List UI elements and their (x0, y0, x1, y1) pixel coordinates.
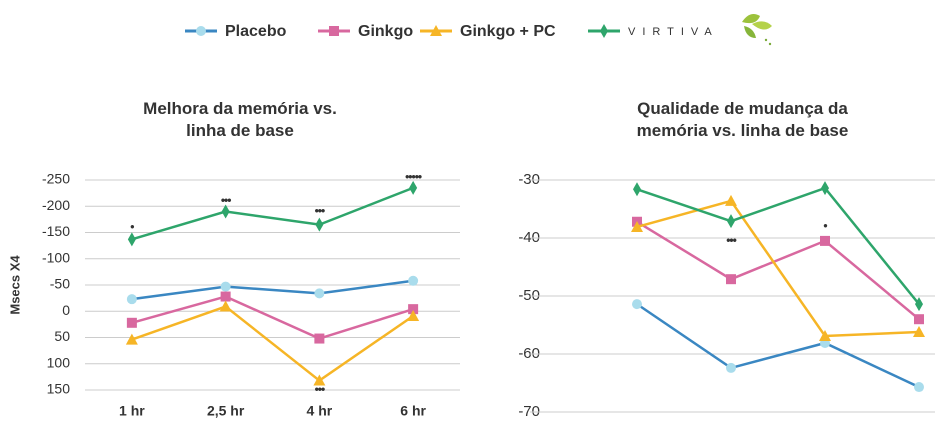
marker (313, 374, 326, 386)
legend-label: Ginkgo + PC (460, 23, 556, 40)
chart-title: Qualidade de mudança da memória vs. linh… (636, 99, 849, 140)
legend-label: Ginkgo (358, 23, 413, 40)
marker (220, 291, 231, 302)
legend-label: Placebo (225, 23, 287, 40)
marker (632, 299, 642, 310)
y-tick-label: -150 (42, 223, 70, 239)
annotation: ••• (726, 233, 736, 247)
annotation: ••••• (405, 170, 422, 184)
y-tick-label: -100 (42, 249, 70, 265)
x-tick-label: 4 hr (307, 403, 333, 419)
marker (126, 317, 137, 328)
x-tick-label: 2,5 hr (207, 403, 245, 419)
y-tick-label: 100 (47, 354, 71, 370)
chart-title: Melhora da memória vs. linha de base (143, 99, 337, 140)
marker (315, 217, 324, 232)
marker (125, 333, 138, 345)
marker (915, 297, 923, 312)
marker (819, 330, 831, 342)
marker (727, 214, 735, 229)
x-tick-label: 1 hr (119, 403, 145, 419)
series-line (636, 220, 920, 321)
y-tick-label: 0 (62, 302, 70, 318)
y-tick-label: 150 (47, 381, 71, 397)
y-tick-label: 50 (54, 328, 70, 344)
marker (820, 235, 830, 246)
annotation: • (130, 219, 134, 233)
marker (314, 288, 325, 299)
marker (725, 194, 737, 206)
y-tick-label: -250 (42, 171, 70, 187)
marker (913, 325, 925, 337)
marker (220, 281, 231, 292)
y-axis-label: Msecs X4 (7, 255, 22, 315)
series-line (131, 279, 414, 301)
marker (914, 314, 924, 325)
marker (329, 26, 339, 36)
marker (821, 181, 829, 196)
annotation: ••• (221, 193, 231, 207)
marker (407, 309, 420, 321)
y-tick-label: -40 (518, 229, 540, 246)
marker (219, 300, 232, 312)
marker (314, 333, 325, 344)
y-tick-label: -70 (518, 403, 540, 420)
series-line (131, 305, 414, 383)
marker (631, 220, 643, 232)
marker (409, 180, 418, 195)
y-tick-label: -50 (50, 276, 70, 292)
marker (633, 182, 641, 197)
y-tick-label: -200 (42, 197, 70, 213)
marker (196, 26, 206, 36)
marker (430, 25, 442, 36)
marker (726, 362, 736, 373)
legend-label: VIRTIVA (628, 26, 719, 38)
marker (914, 382, 924, 393)
marker (221, 204, 230, 219)
series-line (131, 295, 414, 340)
y-tick-label: -60 (518, 345, 540, 362)
series-line (131, 186, 414, 241)
series-line (636, 199, 920, 338)
marker (726, 274, 736, 285)
marker (408, 275, 419, 286)
y-tick-label: -30 (518, 171, 540, 188)
marker (408, 304, 419, 315)
y-tick-label: -50 (518, 287, 540, 304)
series-line (636, 303, 920, 389)
annotation: • (823, 219, 827, 233)
logo-leaf (742, 14, 772, 46)
marker (600, 24, 608, 38)
marker (127, 232, 136, 247)
annotation: ••• (315, 382, 325, 396)
x-tick-label: 6 hr (400, 403, 426, 419)
series-line (636, 186, 920, 305)
marker (126, 294, 137, 305)
annotation: ••• (315, 204, 325, 218)
